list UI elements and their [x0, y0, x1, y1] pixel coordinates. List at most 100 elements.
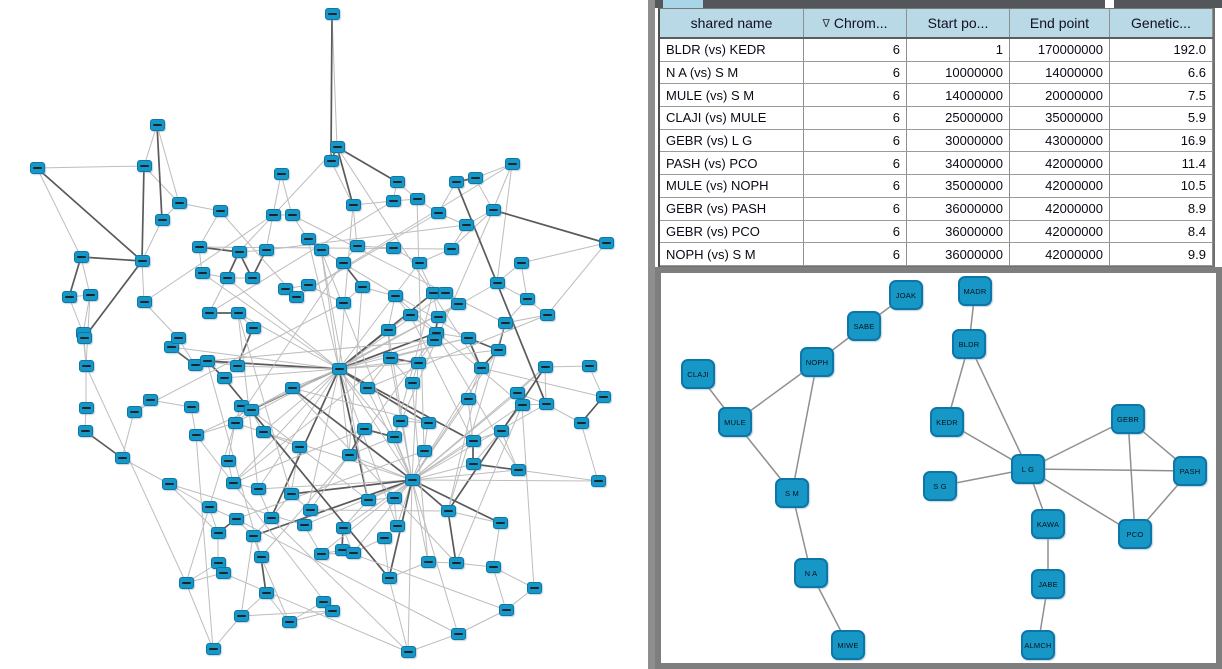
network-node[interactable]	[461, 332, 476, 344]
network-node[interactable]	[211, 527, 226, 539]
subnetwork-node-gebr[interactable]: GEBR	[1111, 404, 1145, 434]
subnetwork-node-madr[interactable]: MADR	[958, 276, 992, 306]
network-node[interactable]	[390, 520, 405, 532]
network-node[interactable]	[266, 209, 281, 221]
network-node[interactable]	[412, 257, 427, 269]
network-node[interactable]	[195, 267, 210, 279]
network-node[interactable]	[200, 355, 215, 367]
network-node[interactable]	[383, 352, 398, 364]
network-node[interactable]	[284, 488, 299, 500]
network-node[interactable]	[360, 382, 375, 394]
network-node[interactable]	[350, 240, 365, 252]
subnetwork-node-bldr[interactable]: BLDR	[952, 329, 986, 359]
network-node[interactable]	[444, 243, 459, 255]
network-node[interactable]	[438, 287, 453, 299]
network-node[interactable]	[411, 357, 426, 369]
network-node[interactable]	[515, 399, 530, 411]
network-node[interactable]	[301, 279, 316, 291]
network-node[interactable]	[336, 297, 351, 309]
network-node[interactable]	[83, 289, 98, 301]
network-node[interactable]	[282, 616, 297, 628]
network-node[interactable]	[431, 207, 446, 219]
subnetwork-node-miwe[interactable]: MIWE	[831, 630, 865, 660]
network-node[interactable]	[466, 458, 481, 470]
network-node[interactable]	[314, 548, 329, 560]
network-node[interactable]	[325, 605, 340, 617]
network-node[interactable]	[256, 426, 271, 438]
network-node[interactable]	[285, 382, 300, 394]
network-node[interactable]	[259, 587, 274, 599]
network-node[interactable]	[582, 360, 597, 372]
network-node[interactable]	[135, 255, 150, 267]
network-node[interactable]	[324, 155, 339, 167]
table-row[interactable]: GEBR (vs) L G 6 30000000 43000000 16.9	[660, 129, 1213, 153]
network-node[interactable]	[361, 494, 376, 506]
network-node[interactable]	[78, 425, 93, 437]
network-node[interactable]	[493, 517, 508, 529]
network-node[interactable]	[234, 610, 249, 622]
network-node[interactable]	[520, 293, 535, 305]
network-node[interactable]	[172, 197, 187, 209]
network-node[interactable]	[285, 209, 300, 221]
network-node[interactable]	[232, 246, 247, 258]
column-header-shared-name[interactable]: shared name	[660, 9, 804, 37]
network-node[interactable]	[386, 242, 401, 254]
subnetwork-node-jabe[interactable]: JABE	[1031, 569, 1065, 599]
network-node[interactable]	[189, 429, 204, 441]
network-node[interactable]	[220, 272, 235, 284]
network-node[interactable]	[381, 324, 396, 336]
network-node[interactable]	[405, 377, 420, 389]
network-node[interactable]	[221, 455, 236, 467]
network-node[interactable]	[486, 204, 501, 216]
column-header-start-po---[interactable]: Start po...	[907, 9, 1010, 37]
network-node[interactable]	[539, 398, 554, 410]
network-node[interactable]	[213, 205, 228, 217]
subnetwork-edge-L G-PCO[interactable]	[1027, 468, 1136, 535]
subnetwork-node-pco[interactable]: PCO	[1118, 519, 1152, 549]
subnetwork-node-n-a[interactable]: N A	[794, 558, 828, 588]
network-node[interactable]	[202, 307, 217, 319]
network-node[interactable]	[202, 501, 217, 513]
network-node[interactable]	[192, 241, 207, 253]
network-node[interactable]	[171, 332, 186, 344]
network-node[interactable]	[427, 334, 442, 346]
network-node[interactable]	[216, 567, 231, 579]
network-node[interactable]	[245, 272, 260, 284]
network-node[interactable]	[459, 219, 474, 231]
network-node[interactable]	[441, 505, 456, 517]
network-node[interactable]	[301, 233, 316, 245]
network-node[interactable]	[336, 257, 351, 269]
subnetwork-canvas[interactable]: JOAK SABE NOPH CLAJI MULE S M N A MIWE MADR BLDR K…	[661, 273, 1216, 663]
subnetwork-node-joak[interactable]: JOAK	[889, 280, 923, 310]
network-node[interactable]	[486, 561, 501, 573]
subnetwork-edge-BLDR-L G[interactable]	[968, 343, 1029, 470]
network-node[interactable]	[417, 445, 432, 457]
network-node[interactable]	[244, 404, 259, 416]
network-node[interactable]	[251, 483, 266, 495]
network-node[interactable]	[401, 646, 416, 658]
network-node[interactable]	[246, 530, 261, 542]
network-node[interactable]	[388, 290, 403, 302]
main-network-panel[interactable]	[0, 0, 650, 669]
network-node[interactable]	[387, 492, 402, 504]
subnetwork-node-s-m[interactable]: S M	[775, 478, 809, 508]
network-node[interactable]	[292, 441, 307, 453]
network-node[interactable]	[527, 582, 542, 594]
network-node[interactable]	[143, 394, 158, 406]
network-node[interactable]	[62, 291, 77, 303]
subnetwork-node-kawa[interactable]: KAWA	[1031, 509, 1065, 539]
column-header-chrom---[interactable]: ∇ Chrom...	[804, 9, 907, 37]
network-node[interactable]	[451, 298, 466, 310]
network-node[interactable]	[127, 406, 142, 418]
network-node[interactable]	[390, 176, 405, 188]
table-row[interactable]: NOPH (vs) S M 6 36000000 42000000 9.9	[660, 243, 1213, 266]
network-node[interactable]	[377, 532, 392, 544]
subnetwork-node-almch[interactable]: ALMCH	[1021, 630, 1055, 660]
subnetwork-node-kedr[interactable]: KEDR	[930, 407, 964, 437]
subnetwork-edge-NOPH-S M[interactable]	[791, 361, 818, 494]
network-node[interactable]	[510, 387, 525, 399]
subnetwork-node-l-g[interactable]: L G	[1011, 454, 1045, 484]
network-node[interactable]	[514, 257, 529, 269]
subnetwork-node-s-g[interactable]: S G	[923, 471, 957, 501]
network-node[interactable]	[382, 572, 397, 584]
